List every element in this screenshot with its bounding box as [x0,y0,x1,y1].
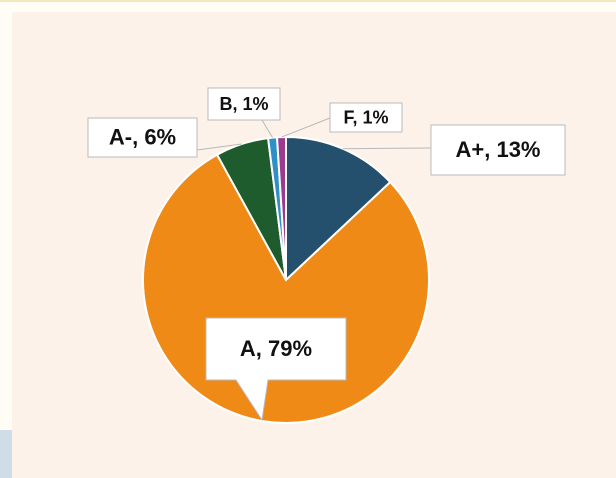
data-label: F, 1% [343,107,388,127]
leader-line [261,119,273,138]
label-box [430,124,566,176]
data-label: A, 79% [240,336,312,361]
data-label: A-, 6% [109,124,176,149]
label-callout [205,317,347,422]
label-box [207,87,281,121]
leader-line [196,143,242,151]
label-box [329,102,403,133]
edge-strip [0,430,12,478]
leader-line [281,117,331,138]
data-label: A+, 13% [456,137,541,162]
leader-line [342,147,432,150]
label-box [87,117,198,158]
data-label: B, 1% [219,94,268,114]
labels: A+, 13% A, 79% A-, 6% B, 1% F, 1% [87,87,566,422]
